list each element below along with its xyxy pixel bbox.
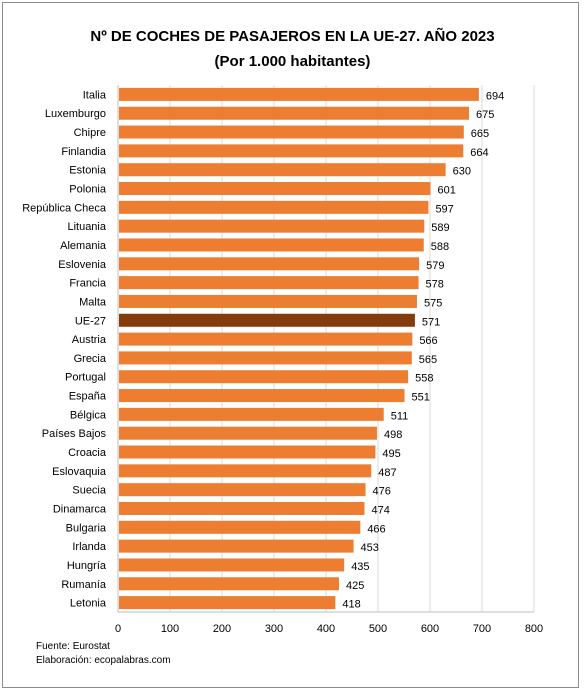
bar [119, 200, 429, 214]
category-label: Austria [72, 334, 107, 346]
category-label: Francia [69, 278, 107, 290]
data-label: 566 [419, 335, 437, 347]
category-label: Dinamarca [53, 503, 107, 515]
data-label: 453 [361, 542, 379, 554]
source-note: Fuente: Eurostat [36, 641, 110, 652]
category-label: Rumanía [61, 579, 107, 591]
data-label: 435 [351, 561, 369, 573]
bar [119, 520, 361, 534]
bar [119, 238, 424, 252]
bar [119, 294, 417, 308]
bar [119, 577, 339, 591]
category-label: Polonia [69, 184, 107, 196]
data-label: 575 [424, 297, 442, 309]
category-label: España [69, 391, 107, 403]
bar [119, 596, 336, 610]
category-label: Bélgica [70, 409, 107, 421]
data-label: 565 [419, 354, 437, 366]
x-tick-label: 800 [525, 623, 543, 635]
bar [119, 483, 366, 497]
data-label: 487 [378, 467, 396, 479]
data-label: 425 [346, 580, 364, 592]
bar [119, 464, 372, 478]
x-tick-label: 600 [421, 623, 439, 635]
data-label: 498 [384, 429, 402, 441]
data-label: 571 [422, 316, 440, 328]
chart-title: Nº DE COCHES DE PASAJEROS EN LA UE-27. A… [90, 28, 495, 45]
category-label: Estonia [69, 165, 107, 177]
bar [119, 219, 425, 233]
category-label: Países Bajos [42, 428, 107, 440]
credit-note: Elaboración: ecopalabras.com [36, 655, 171, 666]
data-label: 601 [438, 185, 456, 197]
data-label: 665 [471, 128, 489, 140]
category-label: Irlanda [72, 541, 107, 553]
category-label: Italia [83, 89, 107, 101]
data-label: 476 [373, 486, 391, 498]
category-label: Lituania [67, 221, 106, 233]
bar [119, 445, 376, 459]
bar [119, 163, 446, 177]
data-label: 495 [382, 448, 400, 460]
data-label: 630 [453, 166, 471, 178]
bar [119, 389, 405, 403]
data-label: 579 [426, 260, 444, 272]
category-label: Eslovaquia [52, 466, 107, 478]
category-label: Alemania [60, 240, 107, 252]
category-label: Finlandia [61, 146, 107, 158]
data-label: 664 [470, 147, 488, 159]
x-tick-label: 700 [473, 623, 491, 635]
category-label: Portugal [65, 372, 106, 384]
data-label: 578 [426, 279, 444, 291]
category-label: Suecia [72, 485, 107, 497]
bar [119, 313, 415, 327]
data-label: 418 [342, 599, 360, 611]
chart-subtitle: (Por 1.000 habitantes) [214, 53, 371, 70]
bar [119, 106, 469, 120]
bar [119, 501, 365, 515]
bar [119, 426, 377, 440]
bar [119, 332, 413, 346]
data-label: 589 [431, 222, 449, 234]
category-label: Chipre [74, 127, 106, 139]
x-tick-label: 300 [265, 623, 283, 635]
bar [119, 182, 431, 196]
data-label: 474 [371, 504, 389, 516]
bar [119, 539, 354, 553]
category-label: Letonia [70, 598, 107, 610]
data-label: 588 [431, 241, 449, 253]
bar [119, 144, 464, 158]
category-label: Hungría [67, 560, 107, 572]
category-label: Croacia [68, 447, 107, 459]
x-tick-label: 400 [317, 623, 335, 635]
data-label: 694 [486, 90, 504, 102]
data-label: 466 [367, 523, 385, 535]
category-label: Luxemburgo [45, 108, 106, 120]
bar [119, 558, 345, 572]
x-tick-label: 100 [161, 623, 179, 635]
bar [119, 257, 420, 271]
bar [119, 370, 409, 384]
data-label: 597 [435, 203, 453, 215]
bar [119, 351, 412, 365]
category-label: Grecia [74, 353, 107, 365]
bar [119, 276, 419, 290]
category-label: República Checa [22, 202, 107, 214]
bar [119, 125, 464, 139]
bar [119, 407, 384, 421]
x-tick-label: 500 [369, 623, 387, 635]
data-label: 558 [415, 373, 433, 385]
category-label: UE-27 [75, 315, 106, 327]
x-tick-label: 0 [115, 623, 121, 635]
data-label: 551 [412, 392, 430, 404]
bar [119, 87, 479, 101]
category-label: Eslovenia [58, 259, 107, 271]
x-tick-label: 200 [213, 623, 231, 635]
data-label: 511 [391, 410, 409, 422]
category-label: Malta [79, 296, 107, 308]
data-label: 675 [476, 109, 494, 121]
category-label: Bulgaria [66, 522, 107, 534]
